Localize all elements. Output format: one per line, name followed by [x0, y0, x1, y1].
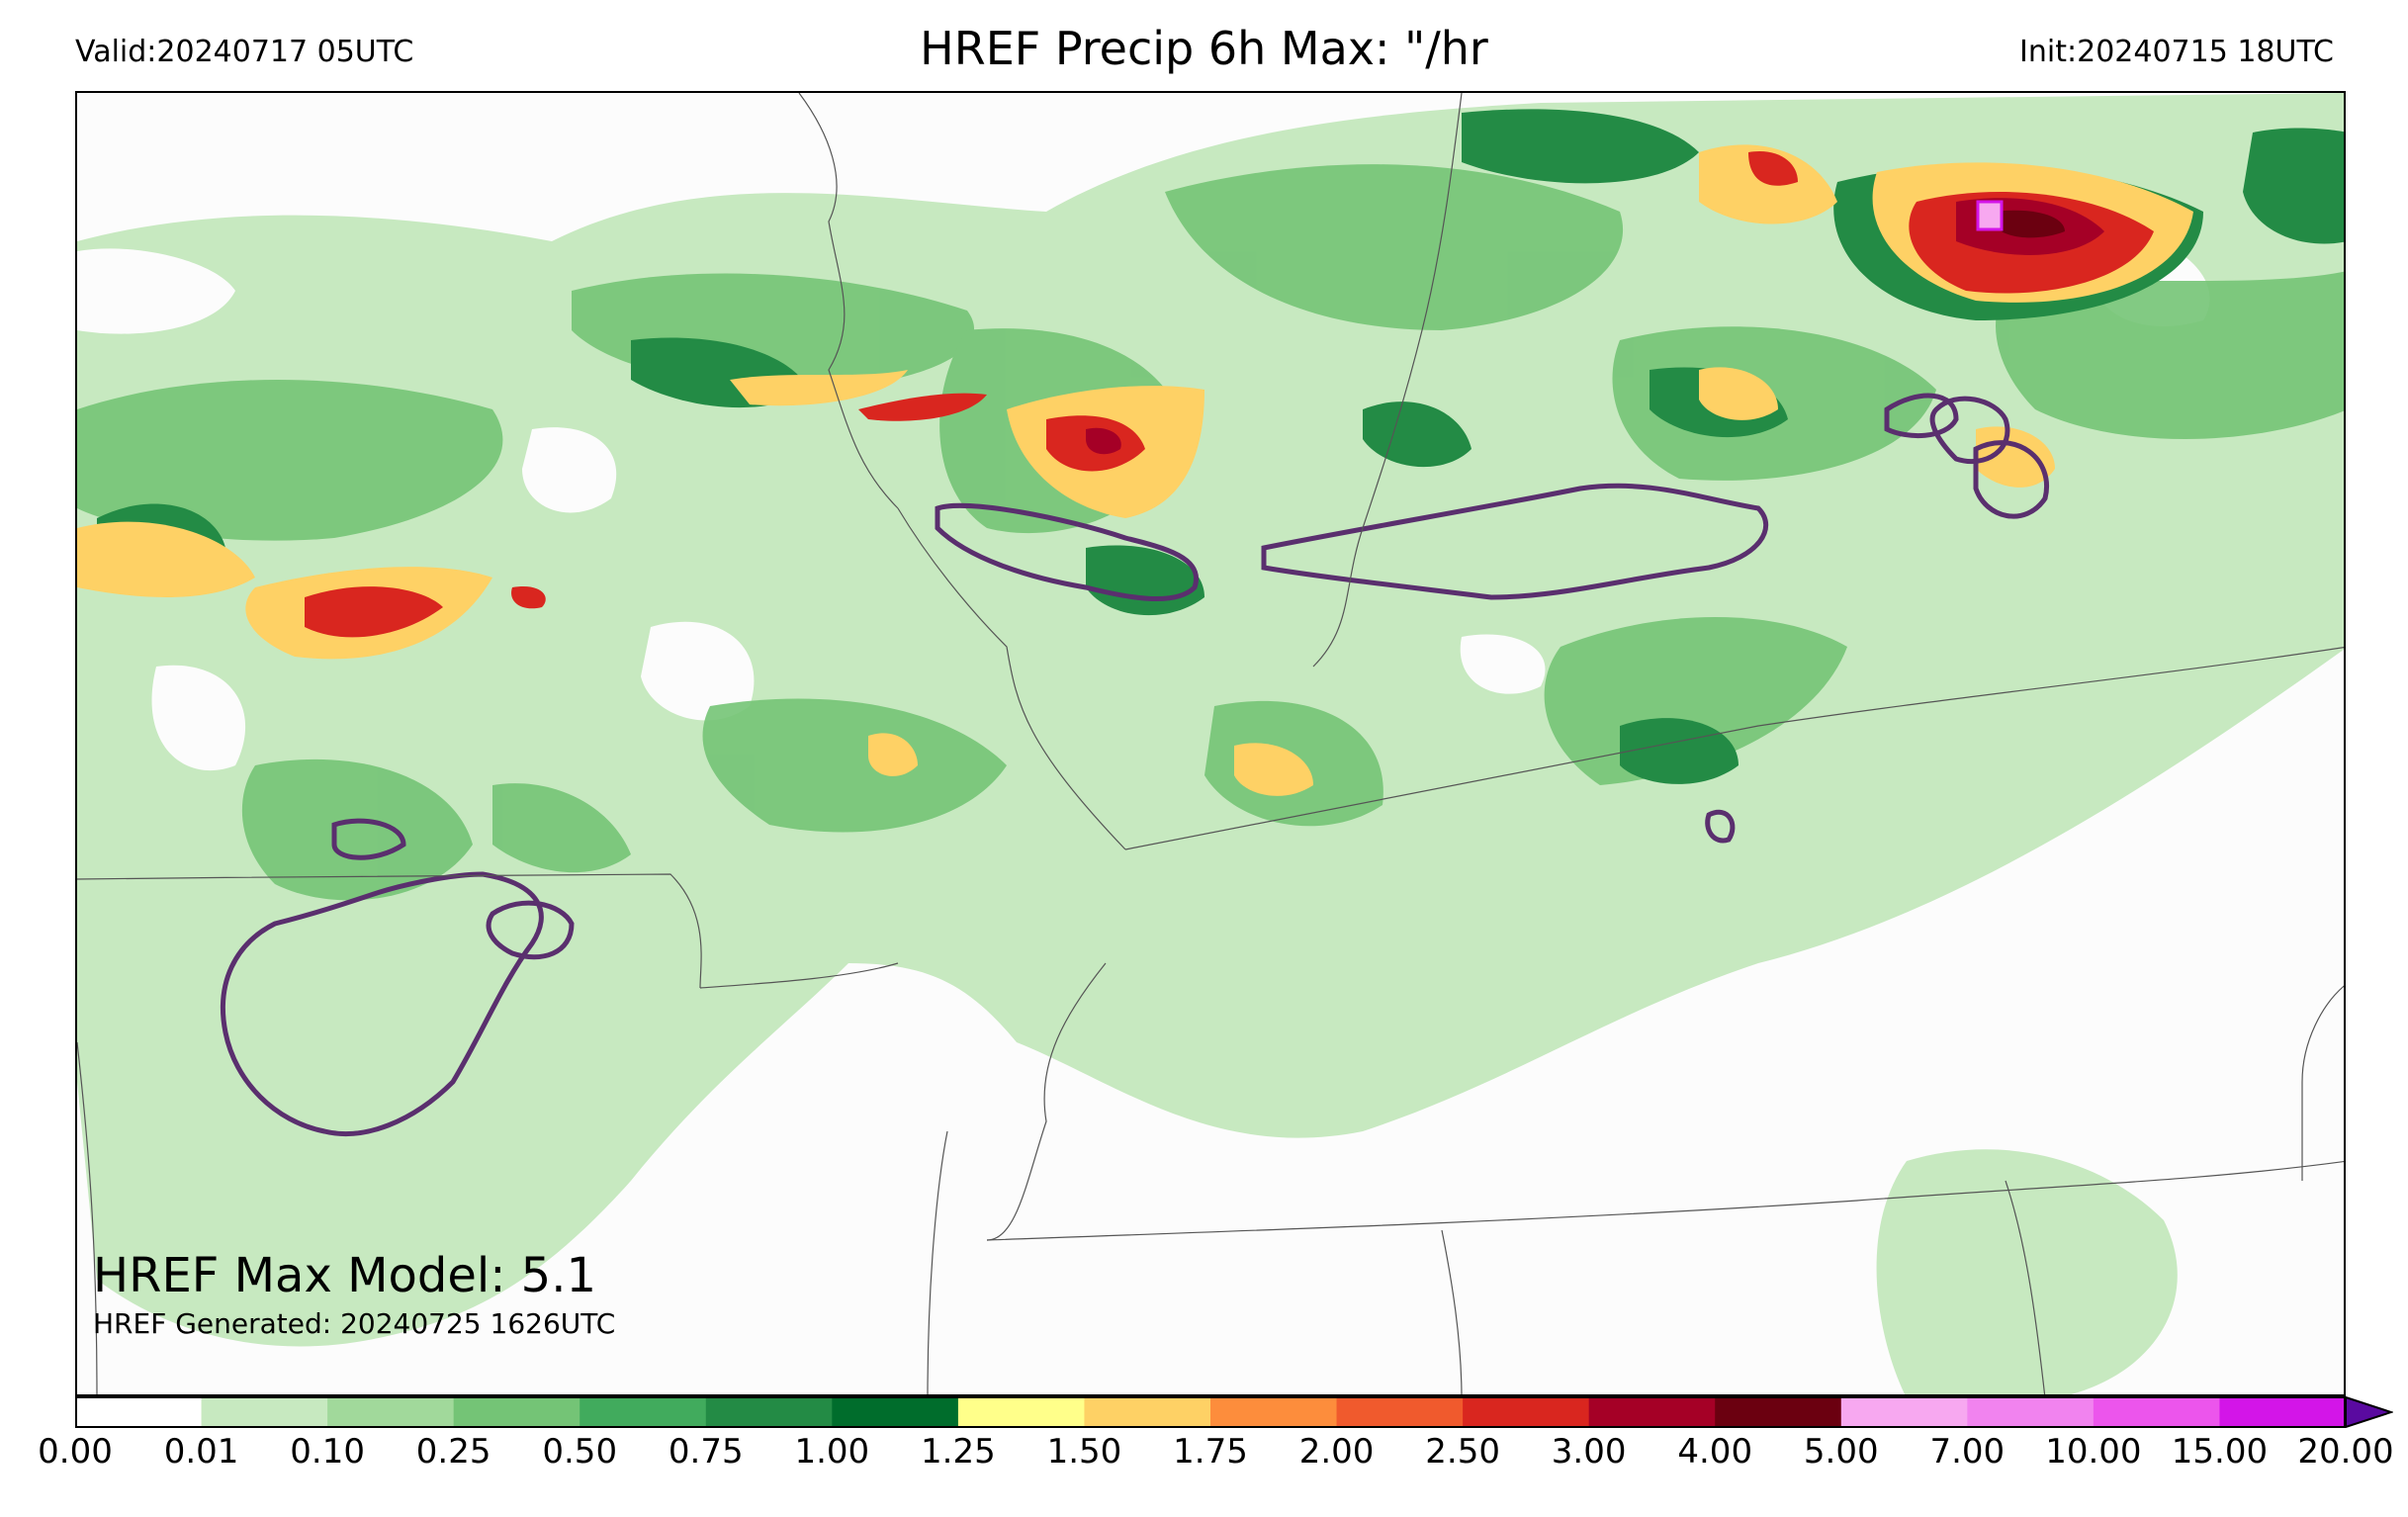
colorbar-swatch: [1210, 1397, 1338, 1427]
colorbar-swatch: [832, 1397, 959, 1427]
colorbar-tick-label: 0.01: [163, 1432, 239, 1472]
colorbar-tick-label: 0.10: [290, 1432, 365, 1472]
colorbar-tick-label: 20.00: [2297, 1432, 2394, 1472]
colorbar-swatch: [580, 1397, 707, 1427]
map-title: HREF Precip 6h Max: "/hr: [920, 22, 1488, 75]
init-time-label: Init:20240715 18UTC: [2019, 35, 2334, 69]
colorbar-swatch: [1967, 1397, 2095, 1427]
colorbar-swatch: [1336, 1397, 1464, 1427]
colorbar-tick-label: 10.00: [2045, 1432, 2142, 1472]
colorbar-tick-label: 7.00: [1929, 1432, 2006, 1472]
max-model-annotation: HREF Max Model: 5.1: [93, 1248, 597, 1303]
colorbar-tick-label: 0.50: [542, 1432, 618, 1472]
colorbar-tick-label: 2.00: [1298, 1432, 1375, 1472]
colorbar-tick-label: 2.50: [1425, 1432, 1500, 1472]
valid-time-label: Valid:20240717 05UTC: [75, 35, 414, 69]
state-boundaries: [77, 93, 2344, 1394]
colorbar-swatch: [327, 1397, 455, 1427]
precip-field: [77, 93, 2344, 1394]
colorbar: [75, 1396, 2393, 1428]
colorbar-tick-label: 0.00: [38, 1432, 113, 1472]
colorbar-swatch: [2219, 1397, 2347, 1427]
colorbar-swatch: [957, 1397, 1085, 1427]
colorbar-tick-label: 1.25: [921, 1432, 996, 1472]
colorbar-tick-label: 1.00: [794, 1432, 870, 1472]
colorbar-swatch: [2093, 1397, 2220, 1427]
colorbar-swatch: [705, 1397, 833, 1427]
colorbar-swatch: [1084, 1397, 1211, 1427]
colorbar-swatch: [1715, 1397, 1842, 1427]
colorbar-tick-label: 1.50: [1046, 1432, 1122, 1472]
colorbar-tick-label: 4.00: [1677, 1432, 1753, 1472]
colorbar-tick-label: 1.75: [1173, 1432, 1248, 1472]
colorbar-tick-label: 3.00: [1551, 1432, 1627, 1472]
precip-map: [75, 91, 2346, 1396]
colorbar-tick-label: 5.00: [1803, 1432, 1879, 1472]
colorbar-tick-label: 0.75: [668, 1432, 744, 1472]
precip-top-core: [1996, 210, 2065, 238]
colorbar-tick-label: 15.00: [2171, 1432, 2269, 1472]
colorbar-swatch: [1463, 1397, 1590, 1427]
precip-pink-core: [1976, 200, 2004, 231]
colorbar-swatch: [1840, 1397, 1968, 1427]
colorbar-swatch: [75, 1397, 203, 1427]
colorbar-swatch: [201, 1397, 328, 1427]
colorbar-ticks: 0.00 0.01 0.10 0.25 0.50 0.75 1.00 1.25 1.50 1.75…: [0, 1432, 2408, 1491]
colorbar-extend-arrow: [2345, 1396, 2393, 1428]
colorbar-swatch: [1588, 1397, 1716, 1427]
colorbar-tick-label: 0.25: [415, 1432, 491, 1472]
colorbar-swatch: [453, 1397, 580, 1427]
generated-annotation: HREF Generated: 20240725 1626UTC: [93, 1307, 616, 1340]
exceedance-contours: [220, 393, 2049, 1137]
